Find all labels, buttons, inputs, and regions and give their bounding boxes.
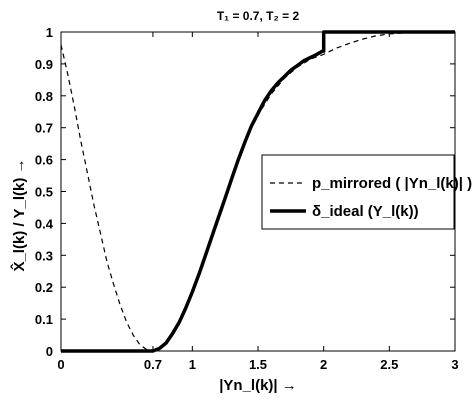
y-tick-label: 0.5 [35,185,53,200]
y-axis-label: X̂_l(k) / Y_l(k) → [9,158,28,271]
legend-box [261,154,455,230]
x-tick-label: 0.7 [144,357,162,372]
y-tick-label: 0.2 [35,280,53,295]
x-tick-label: 1 [189,357,196,372]
legend-entry-ideal: δ_ideal (Y_l(k)) [312,203,419,220]
y-tick-label: 0.9 [35,57,53,72]
y-tick-label: 0.7 [35,121,53,136]
y-tick-label: 0.6 [35,153,53,168]
x-axis-label: |Yn_l(k)| → [219,377,297,394]
x-tick-label: 3 [451,357,458,372]
series-line-ideal [61,30,455,353]
y-tick-label: 1 [46,25,53,40]
x-tick-label: 2 [320,357,327,372]
x-tick-label: 1.5 [249,357,267,372]
series-line-mirrored [60,44,154,352]
y-tick-label: 0.3 [35,248,53,263]
y-tick-label: 0 [46,344,53,359]
x-tick-label: 0 [57,357,64,372]
x-tick-labels: 0 0.7 1 1.5 2 2.5 3 [57,357,458,372]
series-lines [60,30,455,353]
chart-title: T₁ = 0.7, T₂ = 2 [217,9,300,23]
x-tick-label: 2.5 [380,357,398,372]
y-tick-labels: 0 0.1 0.2 0.3 0.4 0.5 0.6 0.7 0.8 0.9 1 [35,25,54,359]
y-tick-label: 0.4 [35,216,54,231]
legend: p_mirrored ( |Yn_l(k)| ) δ_ideal (Y_l(k)… [261,154,472,230]
y-tick-label: 0.1 [35,312,53,327]
legend-entry-mirrored: p_mirrored ( |Yn_l(k)| ) [312,175,472,192]
y-tick-label: 0.8 [35,89,53,104]
